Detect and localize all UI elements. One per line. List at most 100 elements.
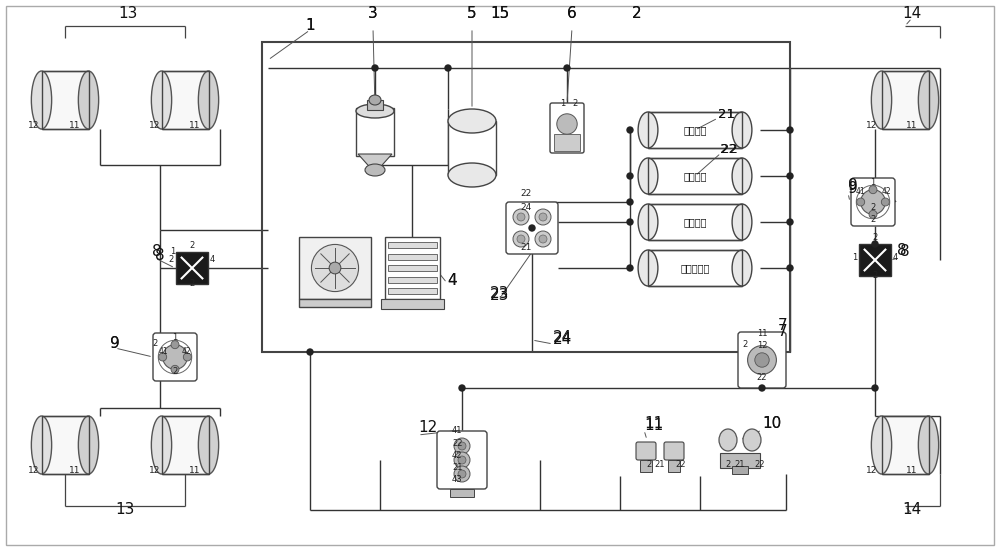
- Text: 13: 13: [118, 6, 138, 21]
- Text: 8: 8: [155, 248, 165, 263]
- Circle shape: [787, 127, 793, 133]
- Circle shape: [787, 173, 793, 179]
- Text: 9: 9: [110, 336, 120, 351]
- FancyBboxPatch shape: [720, 453, 760, 468]
- Text: 8: 8: [897, 243, 907, 258]
- Circle shape: [881, 198, 889, 206]
- Text: 12: 12: [28, 466, 40, 475]
- Circle shape: [454, 452, 470, 468]
- FancyBboxPatch shape: [388, 288, 436, 294]
- Text: 2: 2: [189, 279, 195, 288]
- FancyBboxPatch shape: [851, 178, 895, 226]
- Ellipse shape: [31, 71, 52, 129]
- Ellipse shape: [369, 95, 381, 105]
- FancyBboxPatch shape: [162, 416, 208, 474]
- Ellipse shape: [732, 158, 752, 194]
- Text: 3: 3: [368, 6, 378, 21]
- Text: 1: 1: [305, 18, 315, 33]
- FancyBboxPatch shape: [388, 277, 436, 283]
- Circle shape: [627, 199, 633, 205]
- Ellipse shape: [743, 429, 761, 451]
- Circle shape: [627, 173, 633, 179]
- FancyBboxPatch shape: [648, 250, 742, 286]
- Text: 12: 12: [866, 466, 878, 475]
- Circle shape: [171, 365, 179, 374]
- FancyBboxPatch shape: [882, 416, 928, 474]
- Text: 2: 2: [189, 241, 195, 250]
- Ellipse shape: [198, 416, 219, 474]
- FancyBboxPatch shape: [882, 71, 928, 129]
- FancyBboxPatch shape: [640, 460, 652, 472]
- Circle shape: [329, 262, 341, 274]
- Ellipse shape: [448, 109, 496, 133]
- FancyBboxPatch shape: [668, 460, 680, 472]
- Ellipse shape: [918, 71, 939, 129]
- Ellipse shape: [638, 204, 658, 240]
- Circle shape: [159, 353, 167, 361]
- Text: 11: 11: [189, 466, 201, 475]
- Text: 12: 12: [757, 341, 767, 350]
- FancyBboxPatch shape: [384, 237, 440, 299]
- Circle shape: [564, 65, 570, 71]
- Ellipse shape: [365, 164, 385, 176]
- Ellipse shape: [78, 416, 99, 474]
- Circle shape: [759, 385, 765, 391]
- Text: 1: 1: [172, 333, 178, 342]
- Text: 6: 6: [567, 6, 577, 21]
- FancyBboxPatch shape: [176, 252, 208, 284]
- Text: 1: 1: [560, 99, 565, 108]
- FancyBboxPatch shape: [380, 299, 444, 309]
- Text: 42: 42: [882, 187, 892, 196]
- Text: 6: 6: [567, 6, 577, 21]
- Text: 41: 41: [158, 347, 168, 356]
- FancyBboxPatch shape: [162, 71, 208, 129]
- Text: 12: 12: [149, 466, 161, 475]
- Text: 8: 8: [900, 244, 910, 259]
- Text: 11: 11: [906, 121, 918, 130]
- Text: 2: 2: [872, 271, 878, 280]
- Ellipse shape: [638, 112, 658, 148]
- Text: 15: 15: [490, 6, 510, 21]
- FancyBboxPatch shape: [506, 202, 558, 254]
- FancyBboxPatch shape: [648, 204, 742, 240]
- FancyBboxPatch shape: [450, 489, 474, 497]
- Ellipse shape: [638, 250, 658, 286]
- Text: 4: 4: [447, 273, 457, 288]
- Text: 4: 4: [893, 253, 898, 262]
- FancyBboxPatch shape: [859, 244, 891, 276]
- Circle shape: [557, 114, 577, 134]
- Text: 11: 11: [906, 466, 918, 475]
- Circle shape: [458, 442, 466, 450]
- Text: 12: 12: [866, 121, 878, 130]
- Text: 10: 10: [762, 416, 781, 431]
- Circle shape: [517, 213, 525, 221]
- FancyBboxPatch shape: [738, 332, 786, 388]
- Text: 10: 10: [762, 416, 781, 431]
- Text: 7: 7: [778, 324, 788, 339]
- Text: 5: 5: [467, 6, 477, 21]
- Text: 11: 11: [69, 121, 81, 130]
- Circle shape: [869, 210, 877, 218]
- Circle shape: [872, 385, 878, 391]
- Text: 11: 11: [644, 418, 663, 433]
- Circle shape: [454, 466, 470, 482]
- Text: 12: 12: [418, 420, 437, 435]
- Text: 2: 2: [646, 460, 651, 469]
- Text: 2: 2: [632, 6, 642, 21]
- Text: 4: 4: [210, 255, 215, 264]
- Ellipse shape: [918, 416, 939, 474]
- Circle shape: [872, 241, 878, 247]
- FancyBboxPatch shape: [153, 333, 197, 381]
- FancyBboxPatch shape: [732, 466, 748, 474]
- Ellipse shape: [871, 71, 892, 129]
- Text: 前儲气费: 前儲气费: [683, 171, 707, 181]
- Ellipse shape: [31, 416, 52, 474]
- Text: 3: 3: [368, 6, 378, 21]
- Text: 1: 1: [170, 247, 175, 256]
- Circle shape: [171, 341, 179, 349]
- Text: 43: 43: [452, 475, 463, 484]
- Polygon shape: [358, 154, 392, 173]
- FancyBboxPatch shape: [42, 416, 88, 474]
- Ellipse shape: [638, 158, 658, 194]
- Circle shape: [454, 438, 470, 454]
